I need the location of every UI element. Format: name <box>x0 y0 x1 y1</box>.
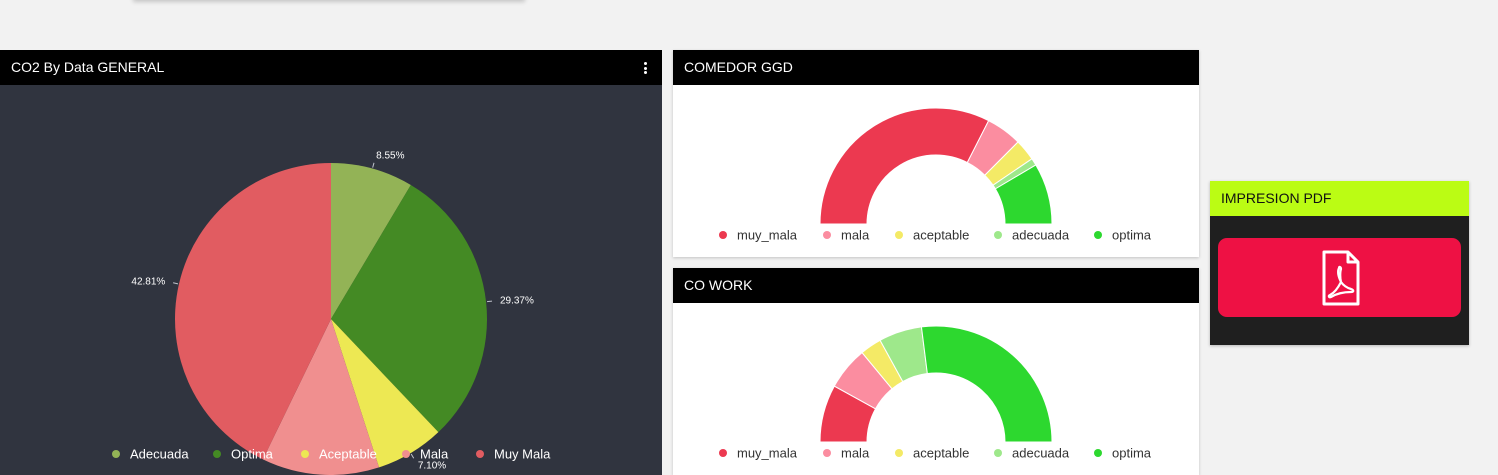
legend-label: Optima <box>231 447 274 462</box>
panel-header: COMEDOR GGD <box>673 50 1199 85</box>
data-label-optima: 29.37% <box>500 296 534 307</box>
legend-item-mala[interactable]: mala <box>823 446 870 461</box>
legend-item-muy-mala[interactable]: muy_mala <box>719 446 798 461</box>
legend-label: optima <box>1112 228 1152 243</box>
legend-item-muy-mala[interactable]: Muy Mala <box>476 447 551 462</box>
gauge-segment-muy-mala[interactable] <box>819 107 990 225</box>
pie-leader-line <box>173 282 179 285</box>
panel-header: CO2 By Data GENERAL <box>0 50 662 85</box>
pdf-file-icon <box>1322 250 1360 306</box>
panel-header: IMPRESION PDF <box>1210 181 1469 216</box>
legend-item-mala[interactable]: Mala <box>402 447 449 462</box>
legend-swatch <box>994 231 1002 239</box>
legend-item-mala[interactable]: mala <box>823 228 870 243</box>
legend-swatch <box>719 231 727 239</box>
data-label-aceptable: 7.10% <box>418 461 446 472</box>
pie-slice-optima[interactable] <box>331 184 487 433</box>
legend-label: Aceptable <box>319 447 377 462</box>
legend-label: aceptable <box>913 228 969 243</box>
legend-item-aceptable[interactable]: aceptable <box>895 228 969 243</box>
legend-label: Muy Mala <box>494 447 551 462</box>
comedor-ggd-panel: COMEDOR GGD muy_mala mala aceptable adecuad… <box>673 50 1199 257</box>
legend-label: mala <box>841 446 870 461</box>
legend-item-aceptable[interactable]: Aceptable <box>301 447 377 462</box>
pie-slice-mala[interactable] <box>262 319 380 475</box>
pie-slice-muy-mala[interactable] <box>175 163 331 460</box>
legend-label: adecuada <box>1012 228 1070 243</box>
gauge-segment-optima[interactable] <box>994 164 1053 225</box>
legend-swatch <box>823 231 831 239</box>
legend-swatch <box>402 450 410 458</box>
legend-item-adecuada[interactable]: adecuada <box>994 228 1070 243</box>
co-work-panel: CO WORK muy_mala mala aceptable adecuada opt… <box>673 268 1199 475</box>
pie-leader-line <box>486 300 493 303</box>
legend-label: muy_mala <box>737 446 798 461</box>
legend-item-optima[interactable]: optima <box>1094 446 1152 461</box>
panel-title: IMPRESION PDF <box>1221 190 1332 206</box>
data-label-adecuada: 8.55% <box>376 151 404 162</box>
legend-item-aceptable[interactable]: aceptable <box>895 446 969 461</box>
comedor-gauge-chart: muy_mala mala aceptable adecuada optima <box>719 107 1152 243</box>
co2-general-pie-chart: 8.55%29.37%7.10%12.17%42.81%AdecuadaOpti… <box>112 151 551 475</box>
legend-item-adecuada[interactable]: Adecuada <box>112 447 189 462</box>
legend-item-optima[interactable]: Optima <box>213 447 274 462</box>
pie-slice-aceptable[interactable] <box>331 319 439 468</box>
print-pdf-button[interactable] <box>1218 238 1461 317</box>
legend-label: Mala <box>420 447 449 462</box>
pie-leader-line <box>410 453 415 459</box>
gauge-segment-optima[interactable] <box>920 325 1053 443</box>
legend-label: muy_mala <box>737 228 798 243</box>
legend-label: optima <box>1112 446 1152 461</box>
impresion-pdf-panel: IMPRESION PDF <box>1210 181 1469 345</box>
legend-swatch <box>112 450 120 458</box>
legend-swatch <box>213 450 221 458</box>
kebab-menu-icon[interactable] <box>644 62 648 74</box>
legend-swatch <box>1094 231 1102 239</box>
panel-title: CO WORK <box>684 277 753 293</box>
legend-item-optima[interactable]: optima <box>1094 228 1152 243</box>
legend-swatch <box>1094 449 1102 457</box>
legend-label: adecuada <box>1012 446 1070 461</box>
legend-label: mala <box>841 228 870 243</box>
data-label-muy-mala: 42.81% <box>131 276 165 287</box>
legend-swatch <box>301 450 309 458</box>
panel-title: CO2 By Data GENERAL <box>11 59 165 75</box>
legend-swatch <box>895 231 903 239</box>
legend-swatch <box>476 450 484 458</box>
legend-swatch <box>994 449 1002 457</box>
legend-swatch <box>823 449 831 457</box>
legend-swatch <box>719 449 727 457</box>
legend-label: aceptable <box>913 446 969 461</box>
co-work-gauge-chart: muy_mala mala aceptable adecuada optima <box>719 325 1152 461</box>
pie-leader-line <box>372 162 375 168</box>
legend-swatch <box>895 449 903 457</box>
legend-item-muy-mala[interactable]: muy_mala <box>719 228 798 243</box>
panel-header: CO WORK <box>673 268 1199 303</box>
panel-title: COMEDOR GGD <box>684 59 793 75</box>
pie-slice-adecuada[interactable] <box>331 163 411 319</box>
legend-item-adecuada[interactable]: adecuada <box>994 446 1070 461</box>
legend-label: Adecuada <box>130 447 189 462</box>
co2-general-panel: CO2 By Data GENERAL 8.55%29.37%7.10%12.1… <box>0 50 662 475</box>
